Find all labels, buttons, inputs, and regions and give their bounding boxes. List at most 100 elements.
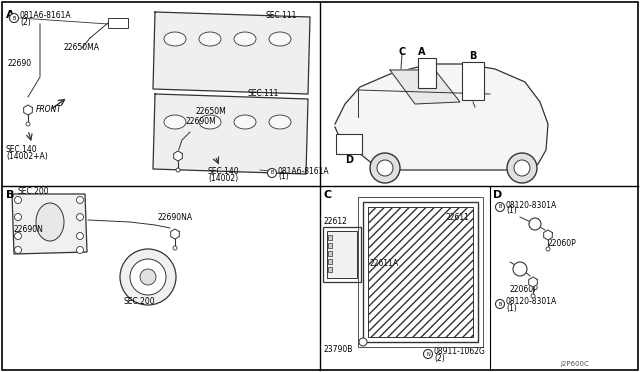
Text: (2): (2) (20, 17, 31, 26)
Circle shape (531, 294, 535, 298)
Text: B: B (270, 170, 274, 176)
Text: D: D (493, 190, 502, 200)
Polygon shape (390, 70, 460, 104)
Circle shape (15, 232, 22, 240)
Circle shape (514, 160, 530, 176)
Circle shape (377, 160, 393, 176)
Ellipse shape (199, 32, 221, 46)
Text: A: A (6, 10, 15, 20)
Circle shape (15, 214, 22, 221)
Ellipse shape (234, 115, 256, 129)
Text: 081A6-8161A: 081A6-8161A (20, 12, 72, 20)
Polygon shape (543, 230, 552, 240)
Text: (1): (1) (278, 173, 289, 182)
Polygon shape (153, 12, 310, 94)
Ellipse shape (269, 115, 291, 129)
Bar (418, 58, 436, 88)
Bar (108, 18, 128, 28)
Text: SEC.111: SEC.111 (248, 89, 280, 97)
Circle shape (15, 196, 22, 203)
Polygon shape (153, 94, 308, 174)
Bar (328, 251, 332, 256)
Ellipse shape (36, 203, 64, 241)
Bar (368, 207, 473, 337)
Circle shape (513, 262, 527, 276)
Text: (2): (2) (434, 353, 445, 362)
Bar (328, 267, 332, 272)
Text: SEC.111: SEC.111 (265, 12, 296, 20)
Bar (327, 231, 357, 278)
Text: 08911-1062G: 08911-1062G (434, 347, 486, 356)
Text: 22690: 22690 (8, 60, 32, 68)
Text: 22060P: 22060P (510, 285, 539, 295)
Text: (14002): (14002) (208, 173, 238, 183)
Circle shape (495, 202, 504, 212)
Ellipse shape (234, 32, 256, 46)
Text: C: C (398, 47, 406, 57)
Bar (462, 62, 484, 100)
Ellipse shape (199, 115, 221, 129)
Circle shape (359, 338, 367, 346)
Circle shape (130, 259, 166, 295)
Text: B: B (6, 190, 14, 200)
Text: B: B (499, 205, 502, 209)
Text: SEC.140: SEC.140 (6, 145, 38, 154)
Circle shape (176, 168, 180, 172)
Bar (358, 197, 483, 347)
Text: C: C (323, 190, 331, 200)
Polygon shape (24, 105, 33, 115)
Bar (336, 134, 362, 154)
Circle shape (173, 246, 177, 250)
Circle shape (140, 269, 156, 285)
Text: J2P600C: J2P600C (560, 361, 589, 367)
Text: B: B (12, 16, 16, 20)
Text: 22611A: 22611A (370, 260, 399, 269)
Circle shape (120, 249, 176, 305)
Circle shape (424, 350, 433, 359)
Text: 22612: 22612 (323, 218, 347, 227)
Polygon shape (12, 194, 87, 254)
Circle shape (26, 122, 30, 126)
Circle shape (507, 153, 537, 183)
Text: N: N (426, 352, 430, 356)
Text: D: D (345, 155, 353, 165)
Circle shape (77, 196, 83, 203)
Polygon shape (171, 229, 179, 239)
Text: A: A (419, 47, 426, 57)
Text: 081A6-8161A: 081A6-8161A (278, 167, 330, 176)
Text: 23790B: 23790B (323, 346, 353, 355)
Polygon shape (529, 277, 538, 287)
Circle shape (77, 247, 83, 253)
Text: 22690M: 22690M (186, 118, 217, 126)
Polygon shape (335, 64, 548, 170)
Text: 22650M: 22650M (195, 108, 226, 116)
Bar (323, 227, 361, 282)
Circle shape (546, 247, 550, 251)
Text: 08120-8301A: 08120-8301A (506, 298, 557, 307)
Circle shape (268, 169, 276, 177)
Ellipse shape (164, 115, 186, 129)
Circle shape (370, 153, 400, 183)
Text: SEC.200: SEC.200 (18, 186, 50, 196)
Text: 08120-8301A: 08120-8301A (506, 201, 557, 209)
Bar (328, 259, 332, 264)
Bar (363, 202, 478, 342)
Text: 22611: 22611 (445, 212, 469, 221)
Text: 22690N: 22690N (14, 224, 44, 234)
Ellipse shape (269, 32, 291, 46)
Text: SEC.200: SEC.200 (124, 298, 156, 307)
Circle shape (495, 299, 504, 308)
Text: 22060P: 22060P (548, 240, 577, 248)
Circle shape (15, 247, 22, 253)
Text: (1): (1) (506, 304, 516, 312)
Circle shape (77, 214, 83, 221)
Circle shape (529, 218, 541, 230)
Text: FRONT: FRONT (36, 105, 62, 113)
Circle shape (77, 232, 83, 240)
Text: SEC.140: SEC.140 (208, 167, 239, 176)
Text: 22650MA: 22650MA (64, 42, 100, 51)
Circle shape (10, 13, 19, 22)
Polygon shape (173, 151, 182, 161)
Ellipse shape (164, 32, 186, 46)
Text: (14002+A): (14002+A) (6, 151, 48, 160)
